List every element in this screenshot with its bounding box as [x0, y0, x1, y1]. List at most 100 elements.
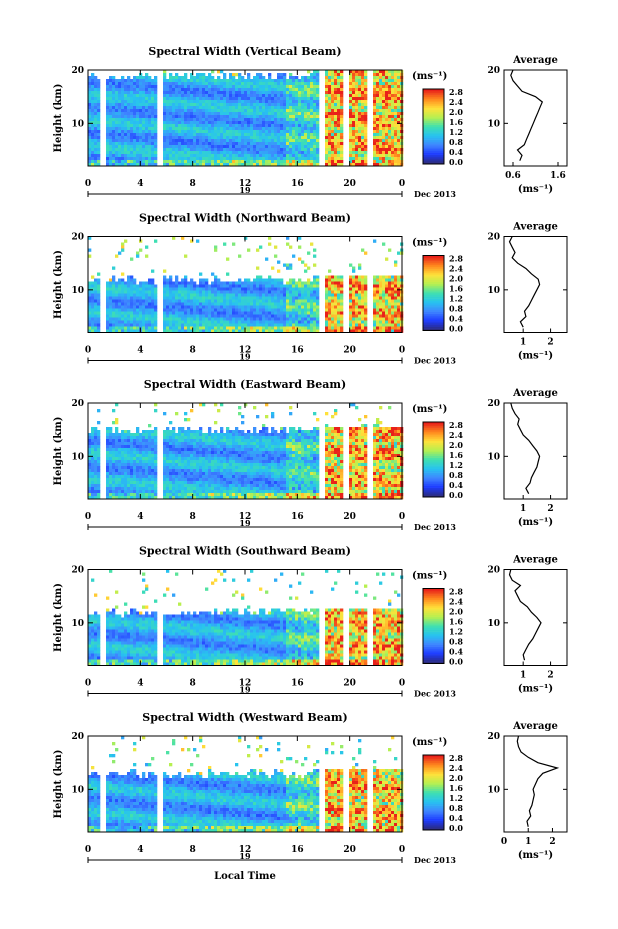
heatmap-cell [97, 148, 101, 152]
heatmap-cell [205, 106, 209, 110]
heatmap-cell [199, 82, 203, 86]
heatmap-cell [229, 130, 233, 134]
heatmap-cell [304, 118, 308, 122]
heatmap-cell [298, 293, 302, 297]
heatmap-cell [127, 323, 131, 327]
heatmap-cell [106, 103, 110, 107]
heatmap-cell [244, 145, 248, 149]
heatmap-cell [229, 314, 233, 318]
heatmap-cell [337, 76, 341, 80]
heatmap-cell [253, 323, 257, 327]
heatmap-cell [193, 118, 197, 122]
heatmap-cell [91, 427, 95, 431]
heatmap-cell [355, 124, 359, 128]
heatmap-cell [262, 118, 266, 122]
heatmap-cell [88, 133, 92, 137]
heatmap-cell [352, 136, 356, 140]
heatmap-cell [88, 79, 92, 83]
heatmap-cell [166, 79, 170, 83]
heatmap-cell [358, 139, 362, 143]
heatmap-cell [163, 91, 167, 95]
heatmap-cell [292, 329, 296, 333]
heatmap-cell [193, 79, 197, 83]
heatmap-cell [235, 124, 239, 128]
heatmap-cell [277, 130, 281, 134]
heatmap-cell [298, 97, 302, 101]
heatmap-cell [115, 154, 119, 158]
heatmap-cell [199, 314, 203, 318]
heatmap-cell [196, 299, 200, 303]
heatmap-cell [91, 496, 95, 500]
heatmap-cell [196, 329, 200, 333]
heatmap-cell [220, 326, 224, 330]
heatmap-cell [286, 94, 290, 98]
heatmap-cell [250, 311, 254, 315]
heatmap-cell [295, 287, 299, 291]
heatmap-cell [211, 121, 215, 125]
heatmap-cell [337, 136, 341, 140]
heatmap-cell [214, 79, 218, 83]
heatmap-cell [262, 163, 266, 167]
heatmap-cell [349, 278, 353, 282]
heatmap-cell [307, 302, 311, 306]
heatmap-cell [181, 160, 185, 164]
heatmap-cell [301, 160, 305, 164]
heatmap-cell [349, 305, 353, 309]
heatmap-cell [115, 163, 119, 167]
heatmap-cell [88, 451, 92, 455]
heatmap-cell [151, 118, 155, 122]
heatmap-cell [238, 308, 242, 312]
heatmap-cell [187, 94, 191, 98]
heatmap-cell [394, 317, 398, 321]
heatmap-cell [220, 305, 224, 309]
heatmap-cell [397, 154, 401, 158]
heatmap-cell [178, 148, 182, 152]
heatmap-cell [337, 127, 341, 131]
heatmap-cell [214, 323, 218, 327]
heatmap-cell [184, 296, 188, 300]
heatmap-cell [235, 284, 239, 288]
heatmap-cell [283, 112, 287, 116]
heatmap-cell [172, 287, 176, 291]
heatmap-cell [151, 127, 155, 131]
heatmap-cell [106, 281, 110, 285]
heatmap-cell [358, 133, 362, 137]
heatmap-cell [214, 317, 218, 321]
heatmap-cell [325, 163, 329, 167]
heatmap-cell [331, 85, 335, 89]
heatmap-cell [118, 136, 122, 140]
heatmap-cell [145, 145, 149, 149]
heatmap-cell [127, 145, 131, 149]
heatmap-cell [271, 103, 275, 107]
heatmap-cell [88, 85, 92, 89]
heatmap-cell [283, 287, 287, 291]
heatmap-cell [385, 311, 389, 315]
heatmap-cell [292, 130, 296, 134]
heatmap-cell [388, 142, 392, 146]
heatmap-cell [277, 91, 281, 95]
heatmap-cell [154, 121, 158, 125]
heatmap-cell [151, 100, 155, 104]
heatmap-cell [232, 157, 236, 161]
heatmap-cell [277, 299, 281, 303]
heatmap-cell [307, 130, 311, 134]
heatmap-cell [283, 79, 287, 83]
heatmap-cell [229, 136, 233, 140]
heatmap-cell [376, 293, 380, 297]
heatmap-cell [148, 284, 152, 288]
heatmap-cell [337, 133, 341, 137]
heatmap-cell [145, 97, 149, 101]
heatmap-cell [358, 278, 362, 282]
heatmap-cell [214, 127, 218, 131]
heatmap-cell [238, 151, 242, 155]
heatmap-cell [247, 97, 251, 101]
heatmap-cell [136, 314, 140, 318]
heatmap-cell [352, 281, 356, 285]
heatmap-cell [238, 91, 242, 95]
heatmap-cell [229, 142, 233, 146]
heatmap-cell [139, 320, 143, 324]
heatmap-cell [232, 293, 236, 297]
heatmap-cell [148, 329, 152, 333]
heatmap-cell [337, 329, 341, 333]
heatmap-cell [175, 136, 179, 140]
